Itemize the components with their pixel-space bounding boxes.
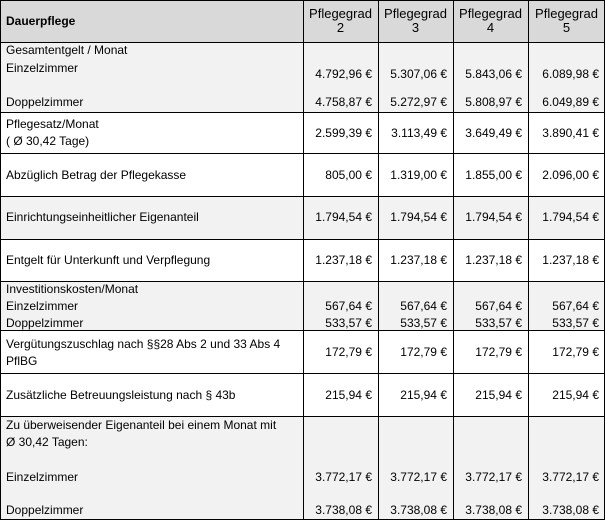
- cell-value: 1.237,18 €: [465, 253, 522, 267]
- header-title: Dauerpflege: [6, 14, 76, 28]
- cell-value: 533,57 €: [325, 316, 372, 330]
- cell-value: 1.794,54 €: [542, 210, 599, 224]
- row-label: Zusätzliche Betreuungsleistung nach § 43…: [6, 388, 236, 402]
- header-column: Pflegegrad: [384, 6, 447, 21]
- row-label: Abzüglich Betrag der Pflegekasse: [6, 168, 187, 182]
- row-border: [0, 416, 605, 417]
- cell-value: 567,64 €: [475, 299, 522, 313]
- cell-value: 567,64 €: [552, 299, 599, 313]
- row-label: Ø 30,42 Tagen:: [6, 435, 88, 449]
- row-bg: [0, 416, 605, 520]
- cell-value: 1.794,54 €: [315, 210, 372, 224]
- row-label: Zu überweisender Eigenanteil bei einem M…: [6, 418, 277, 432]
- cell-value: 3.738,08 €: [315, 503, 372, 517]
- header-column: 3: [411, 20, 420, 35]
- row-label: PflBG: [6, 354, 38, 368]
- cell-value: 567,64 €: [325, 299, 372, 313]
- header-column: 5: [562, 20, 571, 35]
- row-label: Entgelt für Unterkunft und Verpflegung: [6, 253, 211, 267]
- cell-value: 533,57 €: [475, 316, 522, 330]
- row-bg: [0, 196, 605, 239]
- cell-value: 215,94 €: [552, 388, 599, 402]
- row-border: [0, 42, 605, 43]
- cell-value: 3.738,08 €: [465, 503, 522, 517]
- cell-value: 533,57 €: [552, 316, 599, 330]
- row-label: Einzelzimmer: [6, 299, 79, 313]
- cell-value: 3.738,08 €: [542, 503, 599, 517]
- row-label: Doppelzimmer: [6, 95, 84, 109]
- col-border: [0, 0, 1, 520]
- cell-value: 1.794,54 €: [390, 210, 447, 224]
- col-border: [453, 0, 454, 520]
- row-label: Vergütungszuschlag nach §§28 Abs 2 und 3…: [6, 337, 281, 351]
- header-column: Pflegegrad: [535, 6, 598, 21]
- cell-value: 533,57 €: [400, 316, 447, 330]
- cell-value: 1.319,00 €: [390, 168, 447, 182]
- cell-value: 3.113,49 €: [391, 126, 447, 140]
- cell-value: 3.649,49 €: [465, 126, 522, 140]
- header-column: 4: [486, 20, 495, 35]
- cell-value: 6.089,98 €: [542, 67, 599, 81]
- cell-value: 1.237,18 €: [542, 253, 599, 267]
- row-border: [0, 112, 605, 113]
- cell-value: 3.772,17 €: [315, 470, 372, 484]
- row-border: [0, 196, 605, 197]
- header-column: Pflegegrad: [459, 6, 522, 21]
- row-border: [0, 153, 605, 154]
- cell-value: 5.307,06 €: [390, 67, 447, 81]
- row-label: Einzelzimmer: [6, 470, 79, 484]
- cell-value: 4.758,87 €: [315, 95, 372, 109]
- row-label: Gesamtentgelt / Monat: [6, 43, 128, 57]
- row-border: [0, 239, 605, 240]
- row-bg: [0, 281, 605, 330]
- row-border: [0, 0, 605, 1]
- cell-value: 1.237,18 €: [315, 253, 372, 267]
- cell-value: 3.772,17 €: [542, 470, 599, 484]
- row-border: [0, 330, 605, 331]
- cell-value: 172,79 €: [325, 345, 372, 359]
- row-border: [0, 373, 605, 374]
- cell-value: 215,94 €: [325, 388, 372, 402]
- row-bg: [0, 42, 605, 112]
- cell-value: 2.599,39 €: [315, 126, 372, 140]
- cell-value: 3.738,08 €: [390, 503, 447, 517]
- cell-value: 6.049,89 €: [542, 95, 599, 109]
- cell-value: 1.237,18 €: [390, 253, 447, 267]
- row-label: ( Ø 30,42 Tage): [6, 134, 90, 148]
- cell-value: 3.772,17 €: [465, 470, 522, 484]
- header-bg: [0, 0, 605, 42]
- cell-value: 172,79 €: [552, 345, 599, 359]
- row-label: Einrichtungseinheitlicher Eigenanteil: [6, 210, 199, 224]
- row-label: Doppelzimmer: [6, 503, 84, 517]
- header-column: Pflegegrad: [309, 6, 372, 21]
- cell-value: 1.855,00 €: [465, 168, 522, 182]
- cell-value: 172,79 €: [400, 345, 447, 359]
- col-border: [378, 0, 379, 520]
- row-label: Investitionskosten/Monat: [6, 282, 139, 296]
- cell-value: 5.843,06 €: [465, 67, 522, 81]
- col-border: [528, 0, 529, 520]
- cell-value: 805,00 €: [325, 168, 372, 182]
- cell-value: 4.792,96 €: [315, 67, 372, 81]
- col-border: [303, 0, 304, 520]
- row-label: Doppelzimmer: [6, 316, 84, 330]
- cell-value: 5.808,97 €: [465, 95, 522, 109]
- cell-value: 172,79 €: [475, 345, 522, 359]
- cell-value: 567,64 €: [400, 299, 447, 313]
- header-column: 2: [336, 20, 345, 35]
- row-border: [0, 281, 605, 282]
- cell-value: 3.890,41 €: [542, 126, 599, 140]
- cell-value: 5.272,97 €: [390, 95, 447, 109]
- cell-value: 2.096,00 €: [542, 168, 599, 182]
- cell-value: 215,94 €: [475, 388, 522, 402]
- cell-value: 3.772,17 €: [390, 470, 447, 484]
- cell-value: 1.794,54 €: [465, 210, 522, 224]
- row-label: Pflegesatz/Monat: [6, 117, 99, 131]
- row-label: Einzelzimmer: [6, 61, 79, 75]
- cell-value: 215,94 €: [400, 388, 447, 402]
